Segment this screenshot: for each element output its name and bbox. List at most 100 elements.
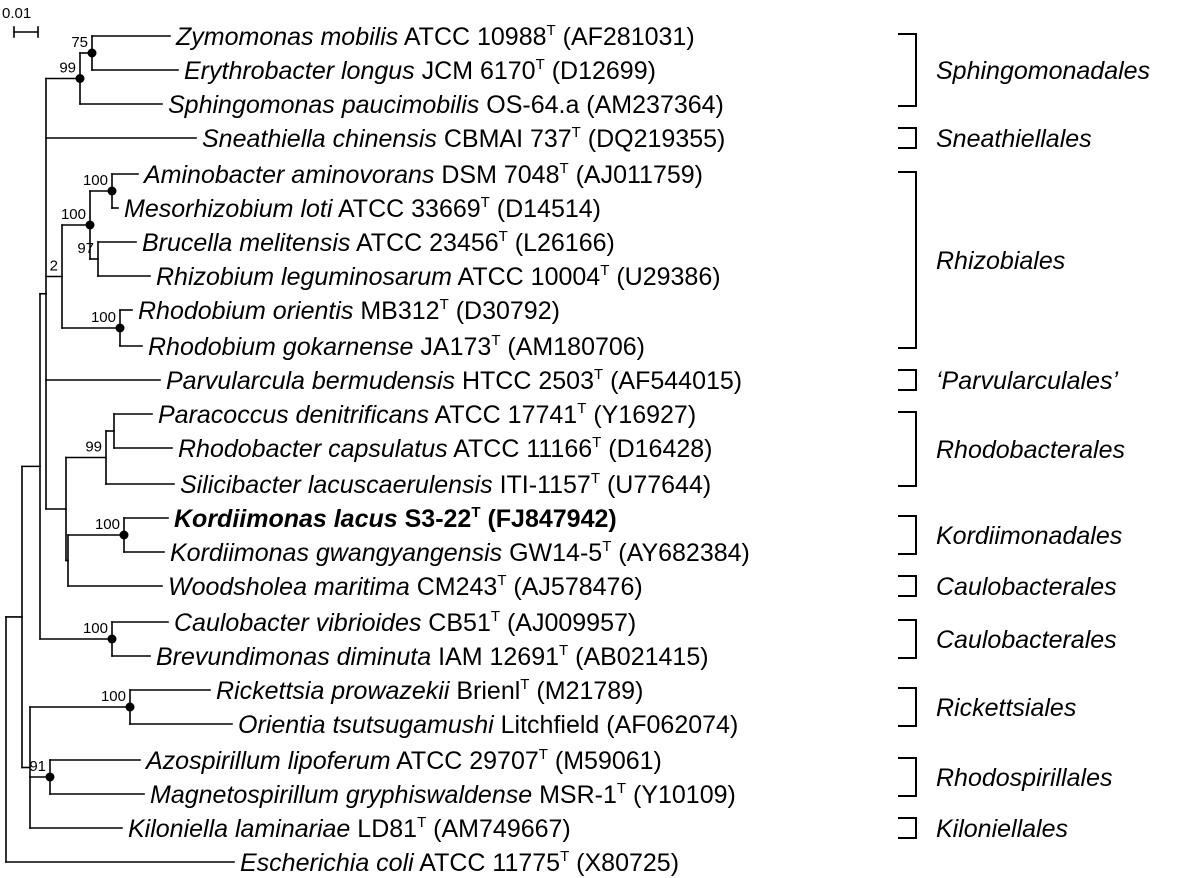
node-dot [115, 323, 125, 333]
taxon-strain: DSM 7048 [434, 161, 559, 189]
bootstrap-value: 75 [71, 34, 88, 51]
taxon-label: Rhodobium gokarnense JA173T (AM180706) [148, 332, 645, 361]
taxon-species-name: Sneathiella chinensis [202, 125, 437, 153]
type-strain-mark: T [602, 538, 611, 555]
node-dot [45, 772, 55, 782]
taxon-strain: IAM 12691 [431, 643, 559, 671]
taxon-strain: MSR-1 [532, 781, 617, 809]
taxon-accession: (D30792) [449, 297, 560, 325]
bootstrap-value: 100 [95, 516, 120, 533]
order-brackets: Sphingomonadales Sneathiellales Rhizobiale… [898, 33, 1150, 843]
node-dot [85, 220, 95, 230]
taxon-accession: (D16428) [601, 435, 712, 463]
taxon-accession: (U77644) [600, 471, 711, 499]
taxon-label: Magnetospirillum gryphiswaldense MSR-1T … [150, 780, 736, 809]
taxon-strain: ATCC 10988 [398, 23, 546, 51]
taxon-accession: (AM749667) [426, 815, 571, 843]
taxon-strain: GW14-5 [502, 539, 602, 567]
order-label: Rickettsiales [936, 694, 1076, 722]
taxon-accession: (U29386) [609, 263, 720, 291]
taxon-label: Erythrobacter longus JCM 6170T (D12699) [184, 56, 656, 85]
taxon-labels: Zymomonas mobilis ATCC 10988T (AF281031)… [124, 22, 750, 877]
taxon-strain: CBMAI 737 [437, 125, 572, 153]
taxon-label: Aminobacter aminovorans DSM 7048T (AJ011… [142, 160, 703, 189]
taxon-accession: (AF062074) [599, 711, 738, 739]
taxon-species-name: Escherichia coli [240, 849, 415, 877]
bootstrap-value: 91 [29, 758, 46, 775]
order-label: Sphingomonadales [936, 57, 1150, 85]
order-label: Rhodospirillales [936, 764, 1112, 792]
taxon-label: Azospirillum lipoferum ATCC 29707T (M590… [144, 746, 662, 775]
type-strain-mark: T [491, 608, 500, 625]
taxon-strain: ATCC 17741 [429, 401, 577, 429]
taxon-strain: LD81 [350, 815, 417, 843]
taxon-species-name: Sphingomonas paucimobilis [168, 91, 479, 119]
taxon-label: Woodsholea maritima CM243T (AJ578476) [168, 572, 643, 601]
taxon-species-name: Orientia tsutsugamushi [238, 711, 495, 739]
taxon-strain: ATCC 11775 [414, 849, 560, 877]
taxon-species-name: Azospirillum lipoferum [144, 747, 391, 775]
type-strain-mark: T [497, 572, 506, 589]
order-bracket [898, 171, 917, 349]
type-strain-mark: T [539, 746, 548, 763]
order-bracket [898, 33, 917, 107]
taxon-species-name: Paracoccus denitrificans [158, 401, 429, 429]
taxon-label: Kiloniella laminariae LD81T (AM749667) [128, 814, 571, 843]
taxon-label: Orientia tsutsugamushi Litchfield (AF062… [238, 711, 738, 739]
taxon-accession: (DQ219355) [581, 125, 726, 153]
taxon-strain: ATCC 29707 [391, 747, 539, 775]
taxon-accession: (D12699) [545, 57, 656, 85]
bootstrap-value: 100 [83, 172, 108, 189]
bootstrap-labels: 75 99 100 97 100 100 2 99 100 100 100 91 [29, 34, 126, 775]
order-label: Caulobacterales [936, 573, 1117, 601]
taxon-label: Rhodobacter capsulatus ATCC 11166T (D164… [178, 434, 713, 463]
type-strain-mark: T [617, 780, 626, 797]
order-bracket [898, 127, 917, 149]
node-dot [75, 74, 85, 83]
type-strain-mark: T [560, 848, 569, 865]
order-label: Kiloniellales [936, 815, 1068, 843]
taxon-label: Sphingomonas paucimobilis OS-64.a (AM237… [168, 91, 724, 119]
taxon-strain: ATCC 23456 [350, 229, 498, 257]
taxon-species-name: Silicibacter lacuscaerulensis [180, 471, 493, 499]
taxon-accession: (FJ847942) [481, 505, 617, 533]
taxon-strain: ITI-1157 [493, 471, 591, 499]
taxon-label: Brucella melitensis ATCC 23456T (L26166) [142, 228, 615, 257]
taxon-species-name: Magnetospirillum gryphiswaldense [150, 781, 532, 809]
taxon-accession: (D14514) [490, 195, 601, 223]
taxon-label: Parvularcula bermudensis HTCC 2503T (AF5… [166, 366, 742, 395]
taxon-accession: (AM180706) [500, 333, 645, 361]
taxon-species-name: Kordiimonas gwangyangensis [170, 539, 502, 567]
type-strain-mark: T [471, 504, 480, 521]
taxon-accession: (AM237364) [579, 91, 724, 119]
taxon-strain: OS-64.a [479, 91, 579, 119]
taxon-accession: (AF544015) [603, 367, 742, 395]
bootstrap-value: 99 [59, 60, 76, 77]
taxon-strain: ATCC 11166 [448, 435, 593, 463]
type-strain-mark: T [577, 400, 586, 417]
bootstrap-value: 97 [77, 240, 94, 257]
taxon-species-name: Brucella melitensis [142, 229, 350, 257]
scale-bar: 0.01 [2, 5, 39, 38]
order-bracket [898, 687, 917, 727]
taxon-strain: CM243 [410, 573, 498, 601]
type-strain-mark: T [547, 22, 556, 39]
taxon-label: Zymomonas mobilis ATCC 10988T (AF281031) [175, 22, 695, 51]
taxon-accession: (AB021415) [568, 643, 708, 671]
order-label: Rhizobiales [936, 247, 1065, 275]
type-strain-mark: T [594, 366, 603, 383]
taxon-species-name: Rhodobium orientis [138, 297, 353, 325]
taxon-strain: ATCC 33669 [332, 195, 480, 223]
taxon-label: Rhodobium orientis MB312T (D30792) [138, 296, 560, 325]
taxon-accession: (Y10109) [626, 781, 736, 809]
scale-bar-label: 0.01 [2, 5, 31, 22]
type-strain-mark: T [491, 332, 500, 349]
taxon-strain: JCM 6170 [415, 57, 536, 85]
node-dot [87, 48, 97, 58]
order-label: Caulobacterales [936, 626, 1117, 654]
taxon-label: Escherichia coli ATCC 11775T (X80725) [240, 848, 679, 877]
taxon-label: Sneathiella chinensis CBMAI 737T (DQ2193… [202, 124, 725, 153]
type-strain-mark: T [536, 56, 545, 73]
order-label: ‘Parvularculales’ [936, 367, 1118, 395]
taxon-strain: HTCC 2503 [455, 367, 594, 395]
